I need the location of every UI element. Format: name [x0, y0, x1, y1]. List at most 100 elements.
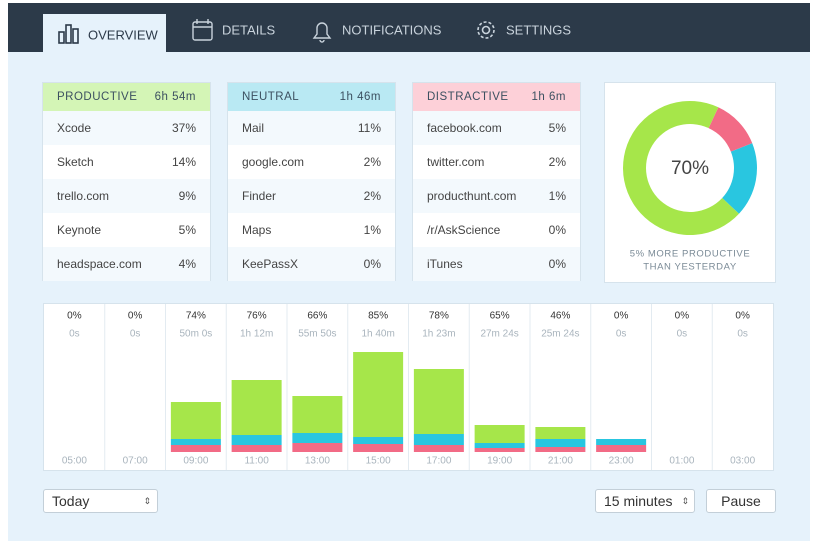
app-name: Xcode: [57, 121, 92, 135]
column-time: 03:00: [730, 456, 755, 467]
panel-row: Sketch 14%: [43, 145, 210, 179]
panel-rows: facebook.com 5% twitter.com 2% producthunt.c…: [413, 111, 580, 281]
panel-row: headspace.com 4%: [43, 247, 210, 281]
donut-center-label: 70%: [671, 158, 709, 179]
app-name: Mail: [242, 121, 265, 135]
app-share: 2%: [363, 155, 381, 169]
column-time: 15:00: [366, 456, 391, 467]
tab[interactable]: OVERVIEW: [88, 27, 159, 42]
panel-row: Finder 2%: [228, 179, 395, 213]
app-name: /r/AskScience: [427, 223, 501, 237]
timeline: 0% 0s 05:00 0% 0s 07:00 74% 50m 0s 09:00 76% 1h 12…: [43, 303, 774, 471]
tab-bar: OVERVIEW DETAILS NOTIFICATIONS SETTINGS: [8, 3, 810, 52]
column-duration: 55m 50s: [298, 329, 336, 340]
column-percent: 76%: [247, 311, 267, 322]
column-duration: 1h 12m: [240, 329, 273, 340]
column-time: 11:00: [244, 456, 269, 467]
pause-button[interactable]: Pause: [706, 489, 776, 513]
overview-icon: [58, 24, 79, 44]
bar-segment: [353, 444, 404, 452]
column-percent: 0%: [735, 311, 750, 322]
range-select[interactable]: Today ⇕: [43, 489, 158, 513]
column-percent: 0%: [614, 311, 629, 322]
app-share: 0%: [548, 223, 566, 237]
tabs: OVERVIEW DETAILS NOTIFICATIONS SETTINGS: [43, 14, 571, 52]
panel-title: PRODUCTIVE: [57, 91, 138, 103]
panel-total: 1h 46m: [339, 91, 381, 103]
panel-rows: Mail 11% google.com 2% Finder 2% Maps 1% KeePass…: [228, 111, 395, 281]
column-duration: 0s: [737, 329, 748, 340]
column-duration: 0s: [677, 329, 688, 340]
app-name: KeePassX: [242, 257, 299, 271]
panel: NEUTRAL 1h 46m Mail 11% google.com 2% Finder 2%…: [227, 82, 396, 281]
panel-row: KeePassX 0%: [228, 247, 395, 281]
chevrons: ⇕: [143, 495, 151, 506]
bar-segment: [413, 434, 464, 445]
app-name: Sketch: [57, 155, 94, 169]
bar-segment: [474, 448, 525, 452]
column-duration: 1h 40m: [361, 329, 394, 340]
donut-segment: [722, 143, 757, 214]
bar-segment: [170, 402, 221, 439]
app-share: 2%: [363, 189, 381, 203]
bar-segment: [231, 435, 282, 445]
donut-caption: THAN YESTERDAY: [643, 262, 737, 273]
bar-segment: [596, 439, 647, 445]
column-time: 01:00: [669, 456, 694, 467]
column-percent: 74%: [186, 311, 206, 322]
app-share: 4%: [178, 257, 196, 271]
bar-segment: [413, 445, 464, 452]
column-percent: 66%: [307, 311, 327, 322]
app-name: google.com: [242, 155, 305, 169]
range-value: Today: [52, 493, 90, 509]
pause-label: Pause: [721, 493, 761, 509]
app-name: headspace.com: [57, 257, 142, 271]
column-time: 21:00: [548, 456, 573, 467]
panel-title: DISTRACTIVE: [427, 91, 509, 103]
donut-card: 70% 5% MORE PRODUCTIVE THAN YESTERDAY: [604, 82, 776, 283]
app-share: 37%: [171, 121, 196, 135]
panel-row: Mail 11%: [228, 111, 395, 145]
donut-caption: 5% MORE PRODUCTIVE: [630, 249, 751, 260]
column-percent: 78%: [429, 311, 449, 322]
panel-total: 1h 6m: [531, 91, 566, 103]
panel-row: twitter.com 2%: [413, 145, 580, 179]
column-percent: 0%: [67, 311, 82, 322]
bar-segment: [231, 445, 282, 452]
panel-row: trello.com 9%: [43, 179, 210, 213]
column-percent: 85%: [368, 311, 388, 322]
panel: PRODUCTIVE 6h 54m Xcode 37% Sketch 14% trello.…: [42, 82, 211, 281]
interval-value: 15 minutes: [604, 493, 673, 509]
settings-icon: [477, 21, 495, 39]
app-name: facebook.com: [427, 121, 502, 135]
bar-segment: [292, 433, 343, 443]
bar-segment: [474, 425, 525, 443]
tab[interactable]: DETAILS: [222, 22, 276, 37]
panel-header: NEUTRAL 1h 46m: [228, 83, 395, 111]
tab[interactable]: NOTIFICATIONS: [342, 22, 442, 37]
tab[interactable]: SETTINGS: [506, 22, 571, 37]
column-time: 19:00: [487, 456, 512, 467]
donut-segment: [708, 107, 753, 152]
app-share: 11%: [357, 121, 381, 135]
panel-total: 6h 54m: [154, 91, 196, 103]
panel-row: Keynote 5%: [43, 213, 210, 247]
app-name: Finder: [242, 189, 277, 203]
column-percent: 46%: [550, 311, 570, 322]
panel-row: Xcode 37%: [43, 111, 210, 145]
app-share: 9%: [178, 189, 196, 203]
bar-segment: [170, 445, 221, 452]
bar-segment: [353, 437, 404, 444]
panel-row: facebook.com 5%: [413, 111, 580, 145]
chevrons: ⇕: [681, 495, 689, 506]
interval-select[interactable]: 15 minutes ⇕: [595, 489, 695, 513]
bar-segment: [535, 439, 586, 447]
app-share: 2%: [548, 155, 566, 169]
bar-segment: [292, 396, 343, 433]
column-duration: 27m 24s: [480, 329, 518, 340]
column-duration: 50m 0s: [179, 329, 212, 340]
panel-row: producthunt.com 1%: [413, 179, 580, 213]
app-name: trello.com: [57, 189, 110, 203]
bar-segment: [292, 443, 343, 452]
app-share: 5%: [548, 121, 566, 135]
